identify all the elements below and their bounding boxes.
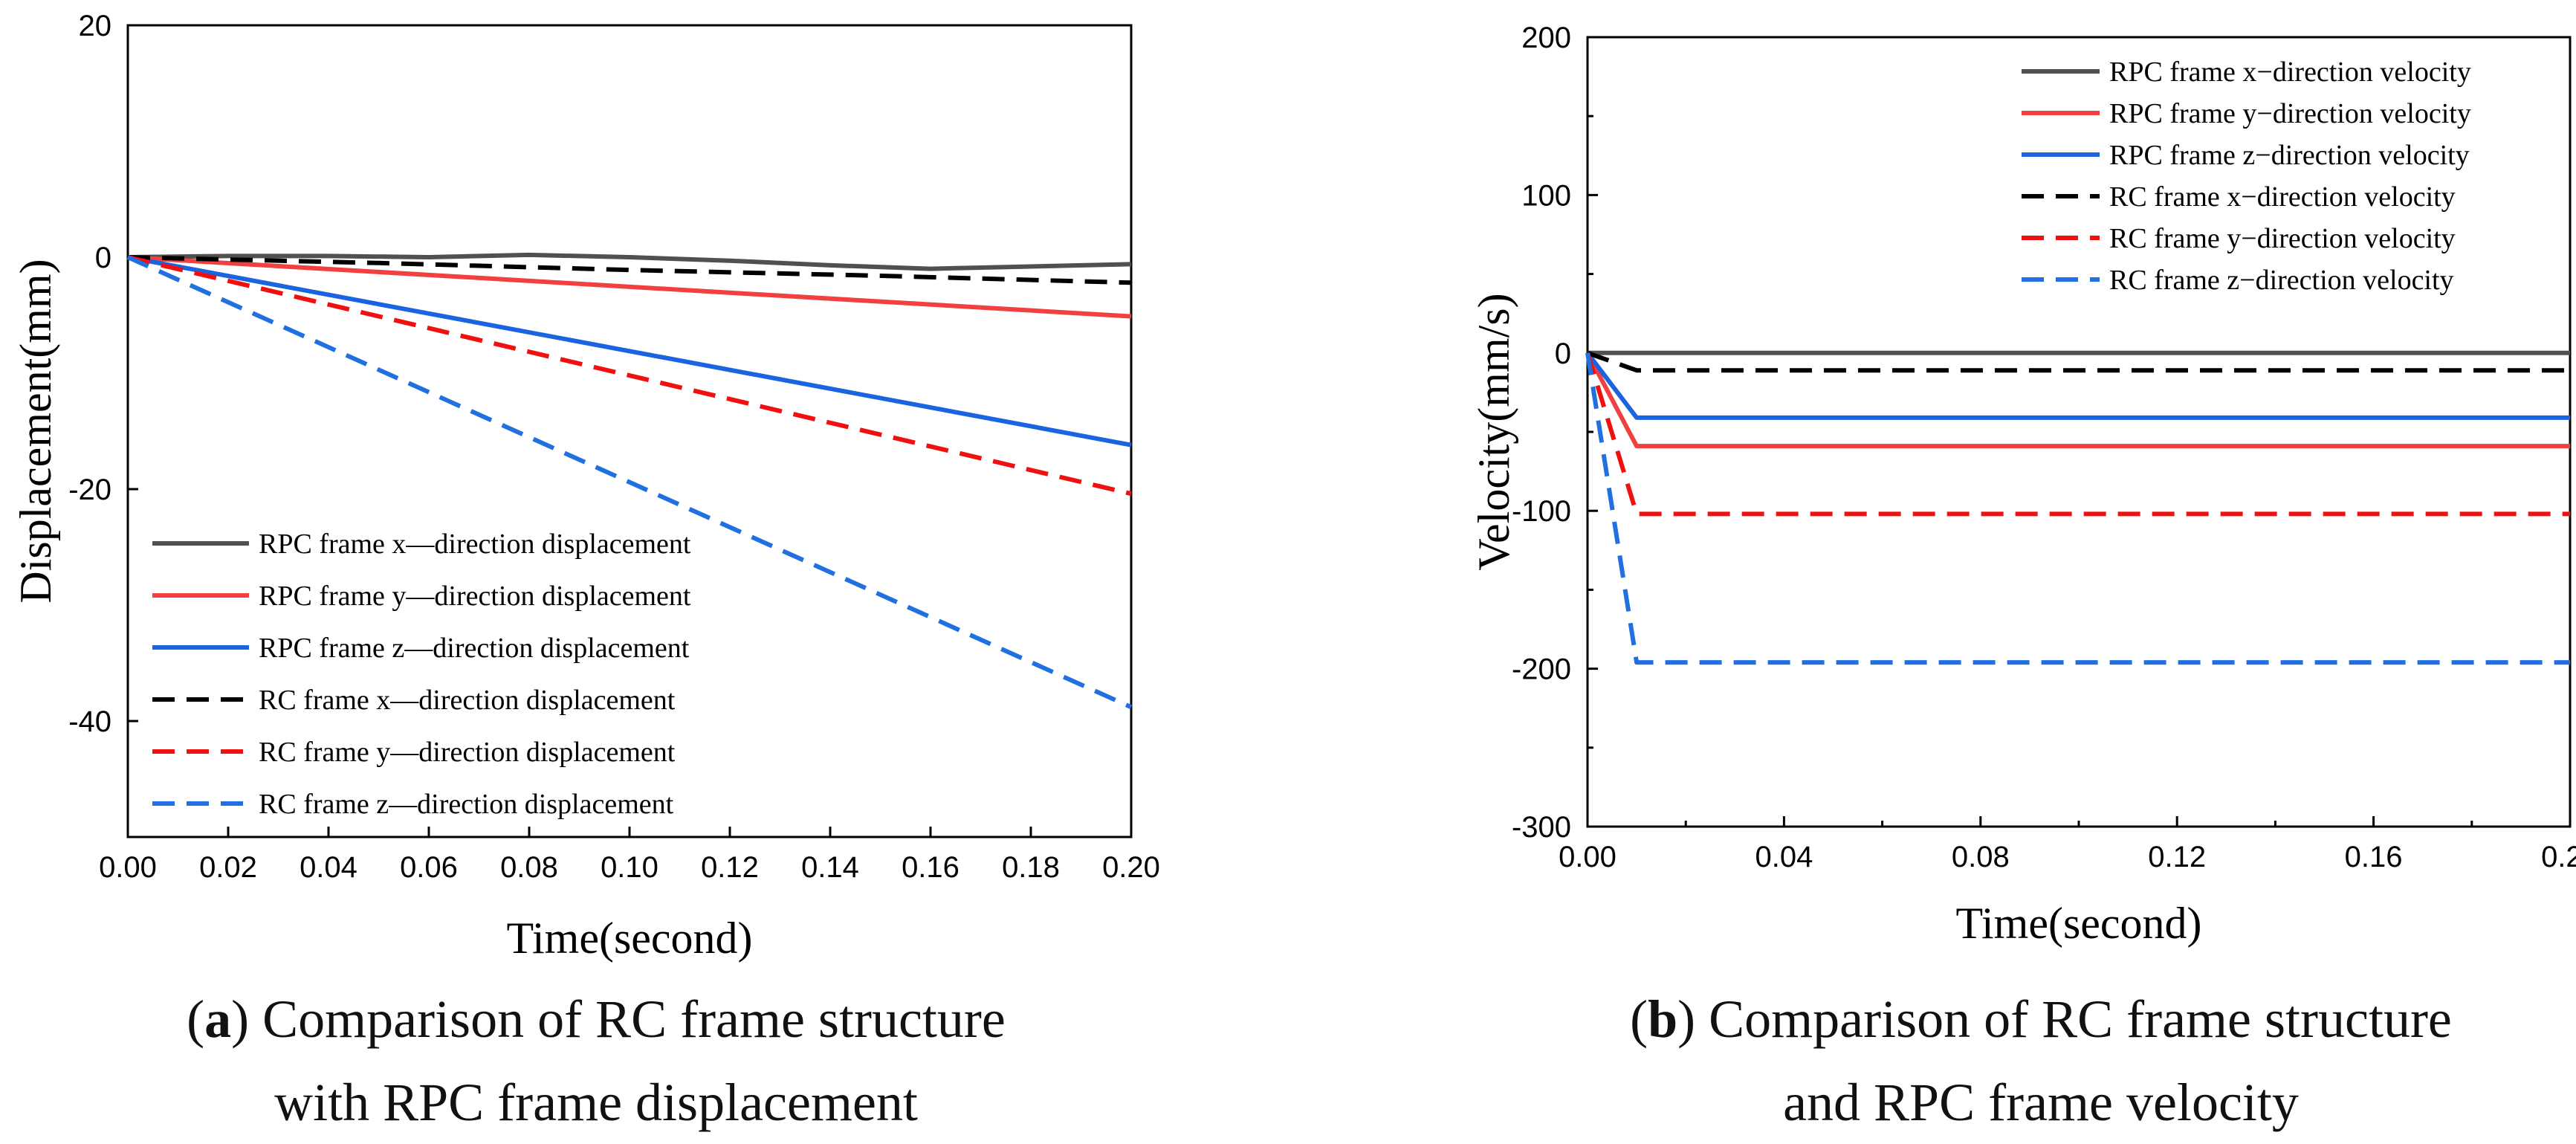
- x-axis-label-b: Time(second): [1955, 899, 2201, 948]
- legend-label-a-2: RPC frame y—direction displacement: [259, 581, 691, 612]
- series-line-b-2: [1585, 352, 2570, 449]
- x-tick-label-a: 0.00: [99, 851, 157, 884]
- y-tick-label-b: -300: [1512, 811, 1571, 844]
- legend-label-b-4: RC frame x−direction velocity: [2109, 181, 2456, 213]
- legend-label-a-6: RC frame z—direction displacement: [259, 789, 674, 820]
- series-line-b-4: [1586, 350, 2570, 373]
- x-tick-label-a: 0.04: [300, 851, 357, 884]
- y-tick-label-b: 0: [1555, 337, 1571, 370]
- caption-a: (a) Comparison of RC frame structure wit…: [1, 977, 1191, 1144]
- x-tick-label-a: 0.02: [199, 851, 257, 884]
- y-tick-label-a: -40: [68, 705, 111, 738]
- legend-label-b-3: RPC frame z−direction velocity: [2109, 140, 2470, 171]
- x-axis-label-a: Time(second): [506, 914, 752, 963]
- legend-label-b-5: RC frame y−direction velocity: [2109, 223, 2456, 254]
- caption-b-line1: (b) Comparison of RC frame structure: [1630, 989, 2452, 1049]
- x-tick-label-a: 0.10: [601, 851, 658, 884]
- series-line-b-6: [1585, 352, 2570, 665]
- caption-b-line2: and RPC frame velocity: [1783, 1073, 2299, 1132]
- x-tick-label-a: 0.18: [1002, 851, 1060, 884]
- legend-label-a-4: RC frame x—direction displacement: [259, 685, 676, 716]
- panel-b-velocity-chart: 0.00 0.04 0.08 0.12 0.16 0.20 200 100 0 -100 -200 -…: [1469, 22, 2576, 948]
- legend-label-a-5: RC frame y—direction displacement: [259, 737, 676, 768]
- legend-label-a-3: RPC frame z—direction displacement: [259, 633, 690, 664]
- series-line-a-2: [127, 255, 1132, 319]
- x-tick-label-a: 0.20: [1102, 851, 1160, 884]
- y-tick-label-b: -100: [1512, 495, 1571, 528]
- series-line-a-1: [127, 252, 1132, 271]
- x-tick-label-b: 0.04: [1755, 841, 1813, 873]
- caption-b-letter: b: [1648, 989, 1678, 1049]
- y-tick-label-b: 100: [1521, 179, 1571, 212]
- caption-a-line2: with RPC frame displacement: [274, 1073, 918, 1132]
- y-tick-label-a: 20: [79, 10, 112, 42]
- x-tick-label-a: 0.16: [902, 851, 959, 884]
- series-line-a-4: [127, 255, 1132, 285]
- y-tick-label-a: 0: [95, 242, 111, 274]
- legend-label-b-2: RPC frame y−direction velocity: [2109, 98, 2471, 129]
- x-tick-label-b: 0.08: [1952, 841, 2010, 873]
- x-tick-label-b: 0.20: [2541, 841, 2576, 873]
- x-tick-label-a: 0.08: [500, 851, 558, 884]
- x-tick-label-b: 0.00: [1559, 841, 1617, 873]
- x-tick-label-b: 0.12: [2148, 841, 2206, 873]
- y-axis-label-a: Displacement(mm): [11, 259, 60, 603]
- y-axis-label-b: Velocity(mm/s): [1469, 293, 1518, 570]
- legend-label-b-6: RC frame z−direction velocity: [2109, 265, 2454, 296]
- x-tick-label-a: 0.14: [801, 851, 859, 884]
- caption-b: (b) Comparison of RC frame structure and…: [1446, 977, 2576, 1144]
- legend-label-a-1: RPC frame x—direction displacement: [259, 529, 691, 560]
- y-tick-label-b: 200: [1521, 22, 1571, 54]
- series-line-b-5: [1585, 352, 2570, 517]
- x-tick-label-a: 0.06: [400, 851, 458, 884]
- caption-a-letter: a: [204, 989, 232, 1049]
- series-line-a-6: [126, 255, 1133, 710]
- y-tick-label-b: -200: [1512, 653, 1571, 686]
- y-tick-label-a: -20: [68, 474, 111, 506]
- caption-b-text1: Comparison of RC frame structure: [1695, 989, 2452, 1049]
- series-line-b-3: [1585, 351, 2570, 420]
- x-tick-label-b: 0.16: [2345, 841, 2403, 873]
- x-tick-label-a: 0.12: [701, 851, 759, 884]
- series-line-a-5: [127, 255, 1132, 497]
- caption-a-line1: (a) Comparison of RC frame structure: [187, 989, 1006, 1049]
- panel-a-displacement-chart: 0.00 0.02 0.04 0.06 0.08 0.10 0.12 0.14 0.16 0.18…: [11, 10, 1160, 963]
- series-line-a-3: [127, 255, 1132, 447]
- legend-label-b-1: RPC frame x−direction velocity: [2109, 56, 2471, 88]
- caption-a-text1: Comparison of RC frame structure: [249, 989, 1006, 1049]
